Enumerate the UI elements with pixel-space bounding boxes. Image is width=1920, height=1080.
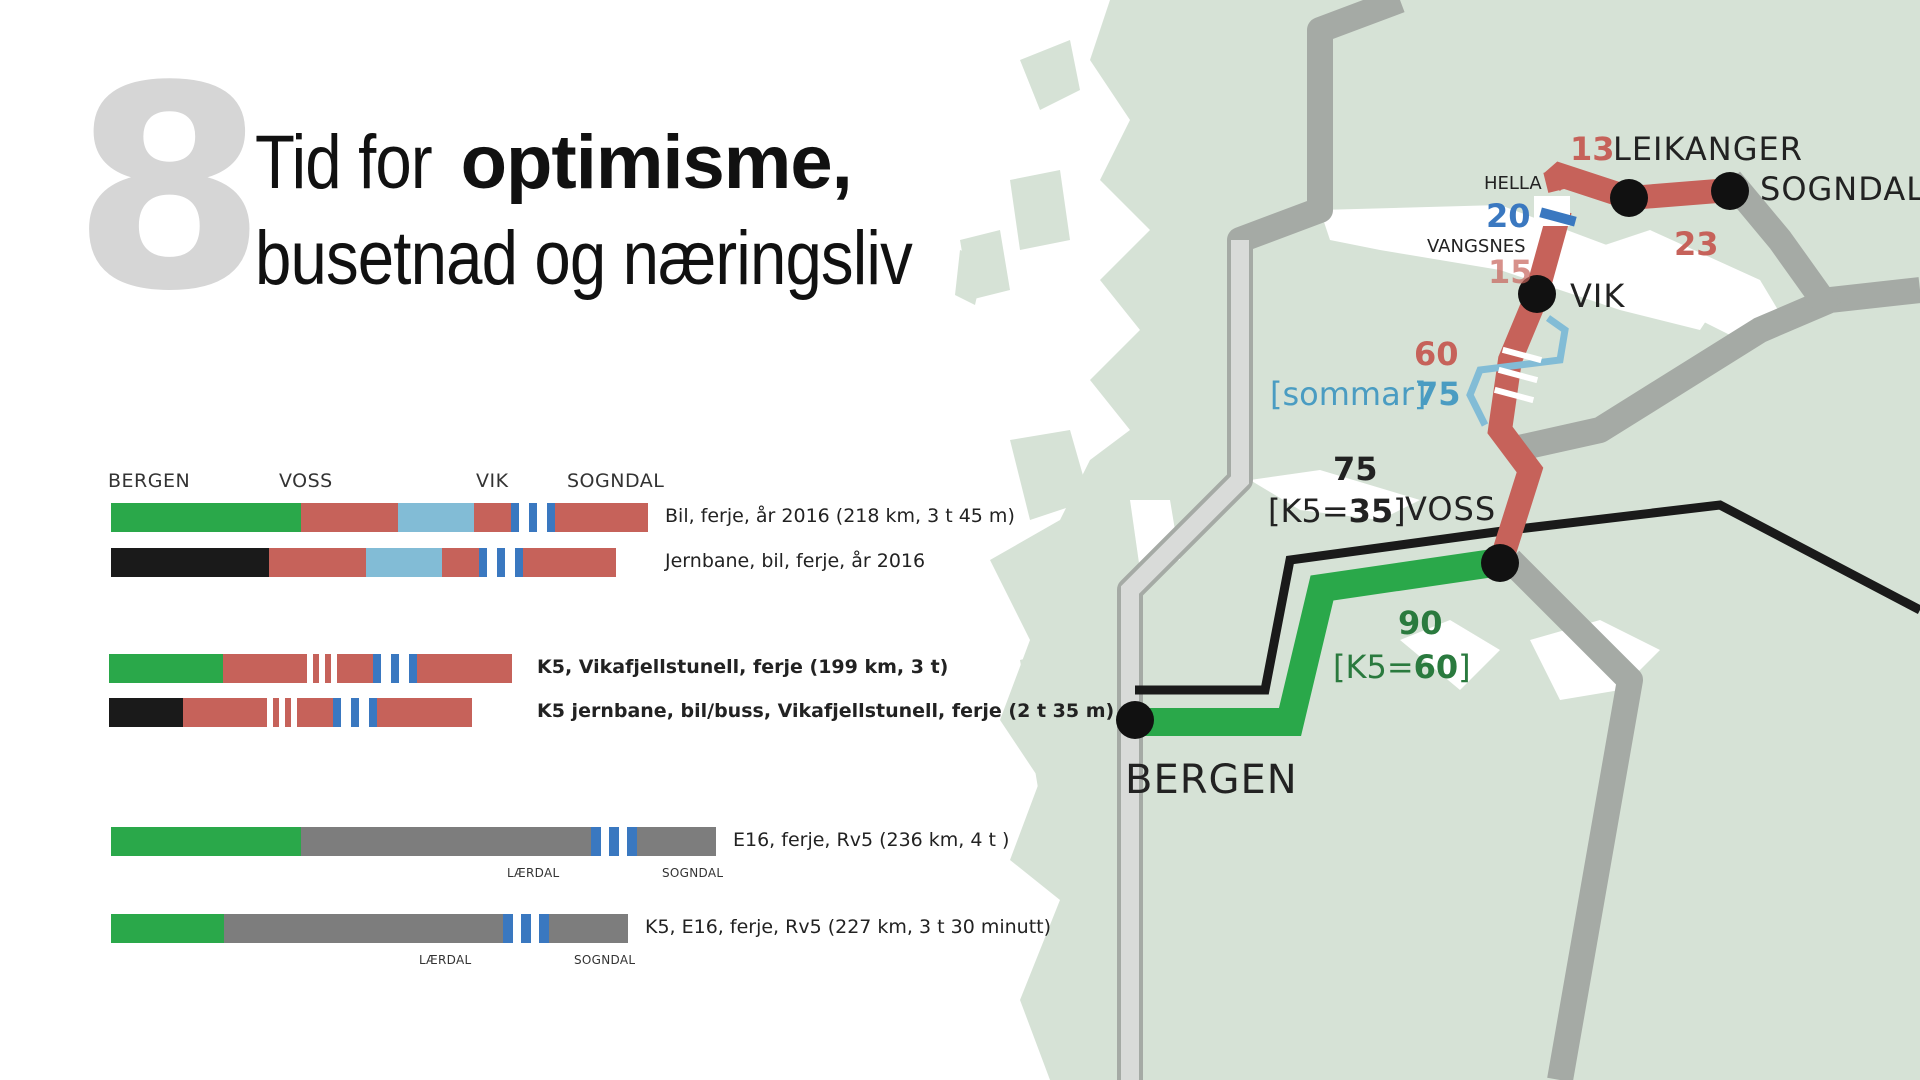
label-leikanger: LEIKANGER xyxy=(1613,130,1803,168)
dot-voss xyxy=(1481,544,1519,582)
station-voss: VOSS xyxy=(279,470,333,492)
ferry-hella-blue xyxy=(1539,207,1577,227)
title-line2: busetnad og næringsliv xyxy=(255,216,913,301)
label-hella: HELLA xyxy=(1484,173,1542,194)
value-15: 15 xyxy=(1488,253,1533,291)
dot-vik xyxy=(1518,275,1556,313)
label-vangsnes: VANGSNES xyxy=(1427,236,1526,257)
label-voss: VOSS xyxy=(1405,490,1496,528)
route-6-tag-sogndal: SOGNDAL xyxy=(574,953,636,967)
value-k5-60: [K5=60] xyxy=(1333,648,1471,686)
title-line1-light: Tid for xyxy=(255,120,433,205)
dot-sogndal xyxy=(1711,172,1749,210)
route-bar-2 xyxy=(111,548,616,577)
route-bar-6 xyxy=(111,914,628,943)
summer-route-line xyxy=(1466,315,1569,427)
value-90: 90 xyxy=(1398,604,1443,642)
title-line1-bold: optimisme, xyxy=(460,120,853,205)
station-bergen: BERGEN xyxy=(108,470,191,492)
route-label-1: Bil, ferje, år 2016 (218 km, 3 t 45 m) xyxy=(665,505,1015,527)
value-20: 20 xyxy=(1486,197,1531,235)
page-title: Tid for optimisme, busetnad og næringsli… xyxy=(255,115,1019,307)
route-6-tag-laerdal: LÆRDAL xyxy=(419,953,472,967)
value-k5-35: [K5=35] xyxy=(1268,492,1406,530)
ferry-ticks xyxy=(1493,346,1543,404)
station-vik: VIK xyxy=(476,470,509,492)
route-5-tag-sogndal: SOGNDAL xyxy=(662,866,724,880)
route-label-3: K5, Vikafjellstunell, ferje (199 km, 3 t… xyxy=(537,656,949,678)
route-bar-4 xyxy=(109,698,476,727)
value-13: 13 xyxy=(1570,130,1615,168)
value-60: 60 xyxy=(1414,335,1459,373)
label-bergen: BERGEN xyxy=(1125,757,1298,803)
red-route-hella-stub xyxy=(1543,167,1572,193)
route-label-2: Jernbane, bil, ferje, år 2016 xyxy=(665,550,926,572)
route-bar-5 xyxy=(111,827,716,856)
value-sommar: [sommar] xyxy=(1270,375,1426,413)
route-bar-3 xyxy=(109,654,516,683)
route-5-tag-laerdal: LÆRDAL xyxy=(507,866,560,880)
page-number: 8 xyxy=(72,27,267,353)
station-sogndal: SOGNDAL xyxy=(567,470,665,492)
value-23: 23 xyxy=(1674,225,1719,263)
dot-bergen xyxy=(1116,701,1154,739)
red-route-voss-vik xyxy=(1487,295,1547,569)
value-sommar-75: 75 xyxy=(1416,375,1461,413)
dot-leikanger xyxy=(1610,179,1648,217)
route-bar-1 xyxy=(111,503,648,532)
value-75: 75 xyxy=(1333,450,1378,488)
railway-line xyxy=(1135,500,1920,695)
map-road-light xyxy=(1121,240,1249,1080)
label-vik: VIK xyxy=(1570,277,1625,315)
route-label-4: K5 jernbane, bil/buss, Vikafjellstunell,… xyxy=(537,700,1115,722)
route-label-5: E16, ferje, Rv5 (236 km, 4 t ) xyxy=(733,829,1010,851)
k5-green-road xyxy=(1135,548,1503,736)
label-sogndal: SOGNDAL xyxy=(1760,170,1920,208)
route-label-6: K5, E16, ferje, Rv5 (227 km, 3 t 30 minu… xyxy=(645,916,1052,938)
